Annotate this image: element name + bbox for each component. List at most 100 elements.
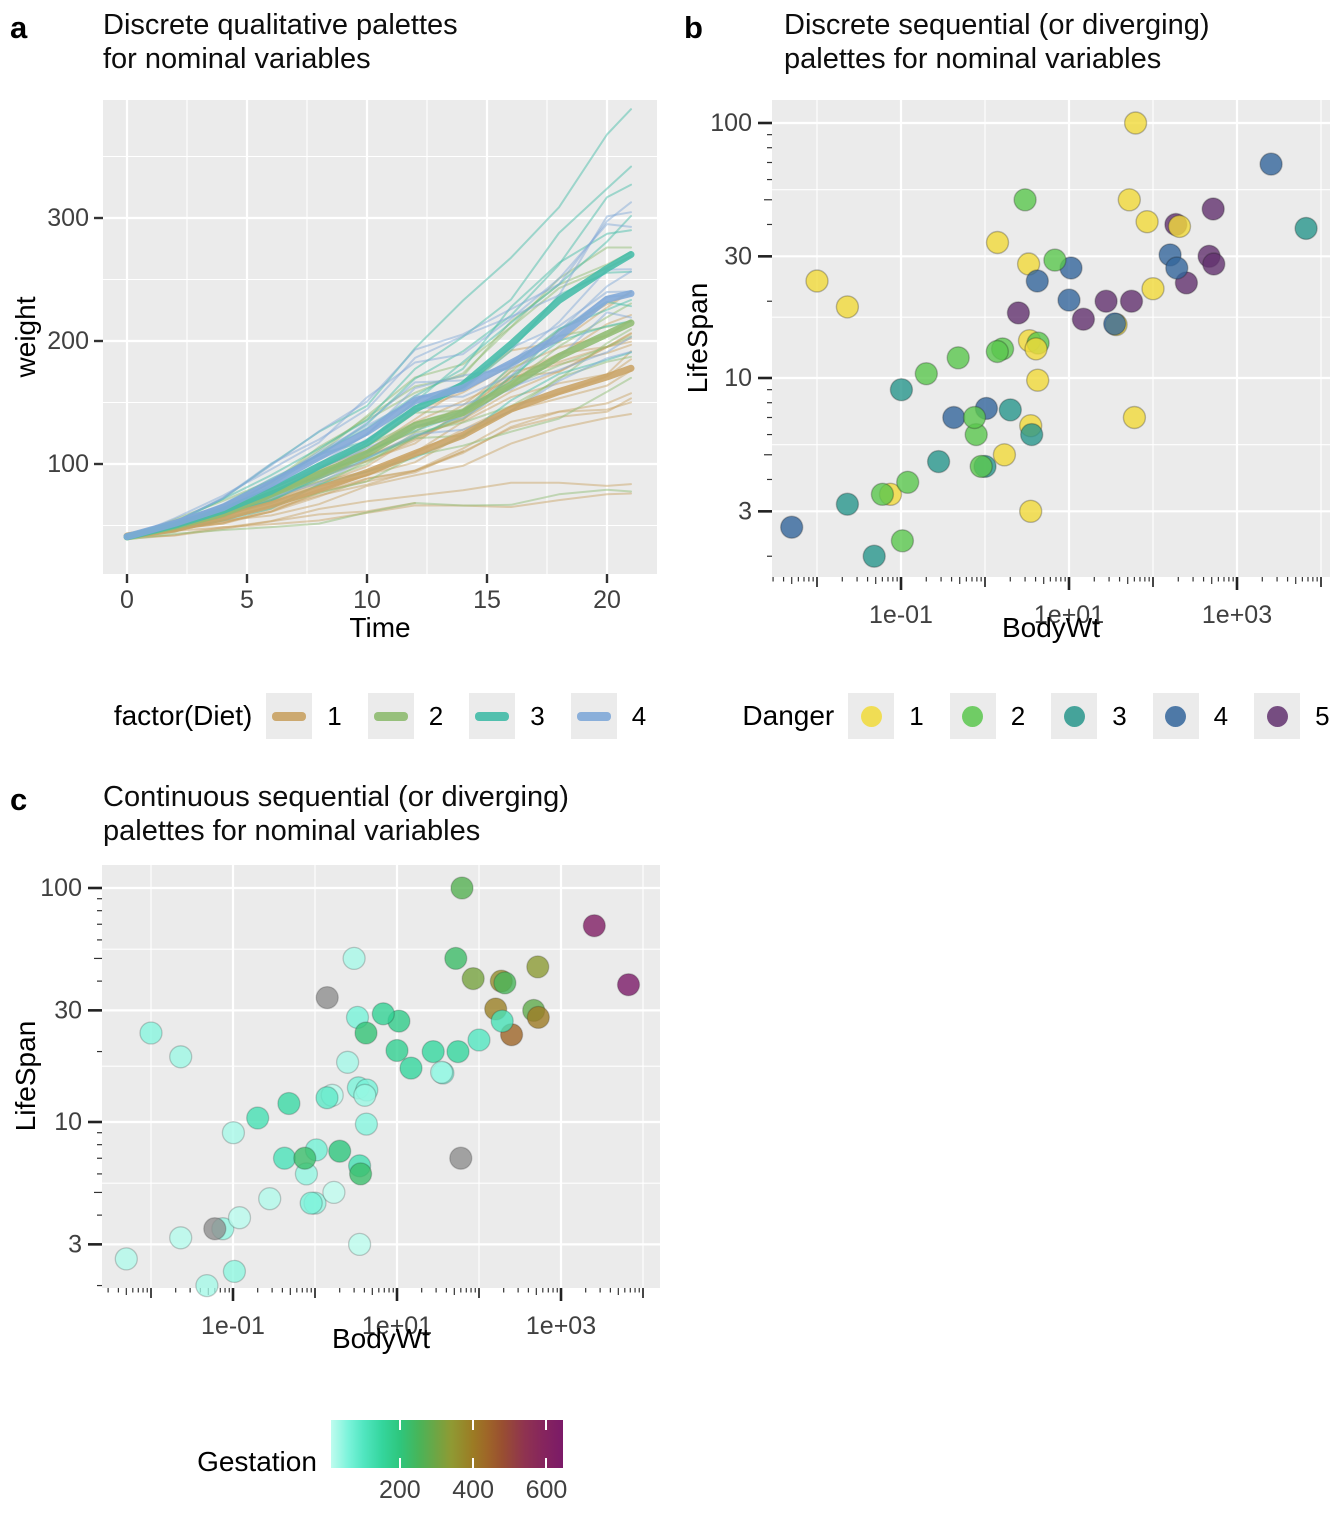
data-point-gestation [335, 1050, 360, 1074]
data-point-danger-1 [985, 230, 1010, 255]
data-point-danger-2 [1013, 188, 1037, 212]
panel-b-x-axis-title: BodyWt [1001, 612, 1101, 643]
colorbar-gestation: Gestation 200 400 600 [103, 1420, 657, 1504]
data-point-danger-5 [1119, 289, 1144, 313]
panel-c-x-axis-title: BodyWt [331, 1323, 431, 1354]
data-point-danger-3 [889, 378, 914, 402]
legend-entry-label: 3 [1112, 700, 1127, 731]
y-tick-label: 100 [710, 109, 752, 137]
data-point-gestation [195, 1273, 219, 1298]
data-point-gestation [315, 1086, 339, 1110]
colorbar-tick [472, 1458, 475, 1468]
data-point-danger-4 [1259, 152, 1283, 176]
data-point-danger-2 [1043, 248, 1067, 272]
data-point-danger-1 [1018, 499, 1043, 523]
diet-mean-line-1 [123, 364, 635, 540]
data-point-gestation [446, 1039, 470, 1064]
colorbar-tick [472, 1420, 475, 1430]
colorbar-tick-label: 600 [525, 1476, 568, 1504]
data-point-gestation [354, 1112, 379, 1136]
colorbar-tick [545, 1458, 548, 1468]
data-point-gestation [449, 1146, 473, 1170]
chick-growth-line-diet3 [126, 108, 632, 539]
data-point-danger-1 [1117, 188, 1142, 212]
data-point-gestation [348, 1162, 373, 1186]
panel-c-tag: c [10, 782, 28, 817]
chick-growth-line-diet1 [126, 401, 632, 537]
legend-key [469, 693, 516, 739]
legend-point-swatch [1063, 705, 1085, 727]
chick-growth-line-diet1 [126, 492, 632, 540]
panel-b-title: Discrete sequential (or diverging) palet… [784, 9, 1210, 75]
legend-entry-label: 4 [1213, 700, 1229, 731]
legend-key [367, 693, 414, 739]
data-point-gestation [328, 1139, 352, 1163]
data-point-gestation [526, 955, 550, 979]
colorbar-tick-label: 200 [378, 1476, 421, 1504]
data-point-gestation [222, 1259, 247, 1284]
data-point-gestation [493, 971, 517, 995]
data-point-gestation [399, 1056, 423, 1080]
data-point-gestation [490, 1009, 514, 1033]
legend-entry-label: 1 [327, 700, 342, 731]
legend-diet-title: factor(Diet) [113, 700, 253, 731]
x-tick-label: 5 [240, 586, 254, 614]
data-point-danger-3 [998, 398, 1022, 422]
legend-danger-entries: 1 2 3 4 5 [848, 693, 1330, 739]
chick-growth-line-diet1 [126, 481, 632, 536]
legend-entry-1: 1 [848, 693, 924, 739]
legend-key [1051, 693, 1098, 739]
data-point-gestation [461, 966, 485, 991]
legend-danger-title: Danger [742, 700, 835, 731]
legend-key [266, 693, 313, 739]
chick-growth-line-diet2 [126, 246, 632, 540]
data-point-gestation [582, 914, 606, 938]
data-point-danger-3 [862, 544, 886, 568]
data-point-gestation [616, 973, 641, 997]
x-tick-label: 1e-01 [869, 601, 933, 629]
data-point-danger-4 [1102, 312, 1127, 336]
data-point-danger-5 [1202, 252, 1226, 276]
data-point-danger-1 [992, 443, 1017, 467]
x-tick-label: 1e+03 [1202, 601, 1272, 629]
panel-b-tag: b [684, 10, 703, 45]
y-tick-label: 10 [724, 364, 752, 392]
panel-a-tag: a [10, 10, 28, 45]
data-point-gestation [421, 1039, 445, 1064]
data-point-gestation [277, 1091, 301, 1116]
x-tick-label: 10 [353, 586, 381, 614]
legend-entry-label: 5 [1315, 700, 1330, 731]
legend-point-swatch [860, 705, 882, 727]
chick-growth-line-diet1 [126, 397, 632, 537]
legend-entry-label: 4 [631, 700, 647, 731]
data-point-danger-3 [1019, 422, 1044, 447]
legend-line-swatch [475, 711, 510, 721]
legend-entry-label: 2 [428, 700, 444, 731]
colorbar-tick [398, 1458, 401, 1468]
legend-entry-label: 3 [530, 700, 545, 731]
x-tick-label: 1e-01 [201, 1312, 265, 1340]
data-point-gestation [429, 1060, 454, 1084]
data-point-danger-2 [985, 339, 1009, 364]
data-point-gestation [293, 1146, 317, 1170]
chick-growth-line-diet1 [126, 392, 632, 535]
y-tick-label: 3 [68, 1230, 82, 1258]
data-point-gestation [347, 1232, 372, 1257]
legend-entry-5: 5 [1254, 693, 1330, 739]
y-tick-label: 10 [54, 1108, 82, 1136]
data-point-danger-2 [914, 362, 938, 386]
panel-c-y-axis-title: LifeSpan [10, 1020, 41, 1132]
legend-entry-1: 1 [266, 693, 342, 739]
y-tick-label: 200 [47, 327, 89, 355]
legend-entry-2: 2 [367, 693, 444, 739]
colorbar-tick-label: 400 [452, 1476, 494, 1504]
data-point-gestation [450, 876, 474, 900]
data-point-gestation [444, 946, 468, 971]
data-point-gestation [203, 1217, 227, 1241]
data-point-danger-5 [1071, 307, 1096, 331]
data-point-danger-1 [1024, 337, 1048, 361]
legend-key [949, 693, 996, 739]
y-tick-label: 30 [724, 242, 752, 270]
data-point-gestation [299, 1191, 323, 1215]
